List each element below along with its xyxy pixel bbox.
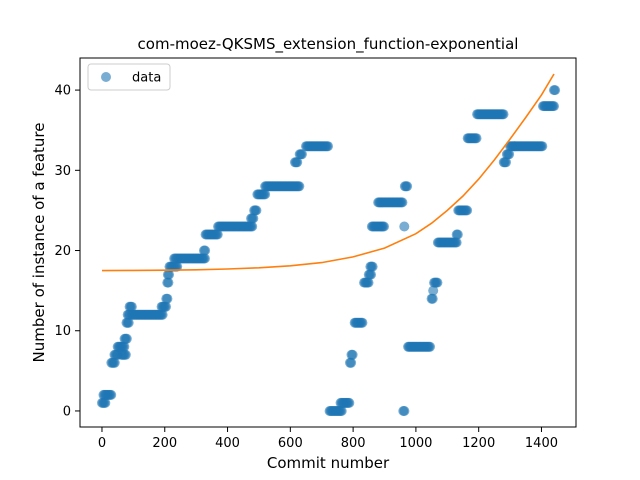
data-point <box>296 149 307 160</box>
data-point <box>501 157 511 168</box>
data-point <box>123 317 134 328</box>
data-point <box>161 301 171 312</box>
data-point <box>357 317 368 328</box>
data-point <box>427 293 438 304</box>
data-point <box>498 109 509 120</box>
data-point <box>432 277 443 288</box>
legend: data <box>87 63 171 91</box>
legend-box <box>87 63 171 91</box>
legend-marker <box>101 72 111 82</box>
data-point <box>164 269 174 280</box>
data-point <box>462 205 473 216</box>
data-points <box>97 85 561 416</box>
x-tick-label: 200 <box>152 436 177 451</box>
data-point <box>379 221 389 232</box>
x-tick-label: 600 <box>278 436 303 451</box>
data-point <box>323 141 333 152</box>
data-point <box>550 85 561 96</box>
x-tick-label: 0 <box>98 436 106 451</box>
data-point <box>425 341 435 352</box>
fit-line <box>101 73 555 272</box>
axes-frame <box>79 57 577 428</box>
data-point <box>109 357 120 368</box>
data-point <box>172 261 183 272</box>
data-point <box>363 277 374 288</box>
data-point <box>248 213 259 224</box>
y-tick-label: 30 <box>54 164 71 179</box>
y-axis-label: Number of instance of a feature <box>30 123 48 363</box>
data-point <box>121 333 132 344</box>
x-tick-label: 1400 <box>525 436 558 451</box>
data-point <box>451 237 462 248</box>
x-tick-label: 1000 <box>399 436 432 451</box>
data-point <box>119 341 130 352</box>
x-tick-label: 400 <box>215 436 240 451</box>
data-point <box>126 301 137 312</box>
x-tick-label: 1200 <box>462 436 495 451</box>
data-point <box>163 277 174 288</box>
data-point <box>162 293 173 304</box>
data-point <box>200 245 211 256</box>
data-point <box>336 406 347 416</box>
data-point <box>260 189 271 200</box>
data-point <box>294 181 305 192</box>
data-point <box>428 285 439 296</box>
data-point <box>120 349 131 360</box>
data-point <box>471 133 482 144</box>
data-point <box>366 269 376 280</box>
legend-entry-data: data <box>132 71 161 86</box>
data-point <box>157 309 168 320</box>
y-tick-label: 40 <box>54 84 71 99</box>
data-point <box>397 197 408 208</box>
y-tick-label: 10 <box>54 324 71 339</box>
data-point <box>504 149 515 160</box>
data-point <box>399 221 410 232</box>
data-point <box>212 229 223 240</box>
data-point <box>292 157 303 168</box>
data-point <box>347 349 358 360</box>
x-axis: 0 200 400 600 800 1000 1200 1400 <box>98 427 558 451</box>
data-point <box>537 141 548 152</box>
data-point <box>549 101 559 112</box>
data-point <box>106 389 117 400</box>
data-point <box>247 221 258 232</box>
y-tick-label: 20 <box>54 244 71 259</box>
fit-curve <box>101 73 555 272</box>
x-tick-label: 800 <box>341 436 366 451</box>
data-point <box>402 181 413 192</box>
data-point <box>452 229 463 240</box>
y-tick-label: 0 <box>63 404 71 419</box>
y-axis: 0 10 20 30 40 <box>54 84 80 419</box>
x-axis-label: Commit number <box>267 454 390 472</box>
data-point <box>199 253 210 264</box>
chart-title: com-moez-QKSMS_extension_function-expone… <box>138 35 519 54</box>
data-point <box>399 406 410 416</box>
data-point <box>346 357 357 368</box>
data-point <box>344 397 355 408</box>
data-point <box>367 261 378 272</box>
data-point <box>251 205 262 216</box>
data-point <box>100 397 111 408</box>
